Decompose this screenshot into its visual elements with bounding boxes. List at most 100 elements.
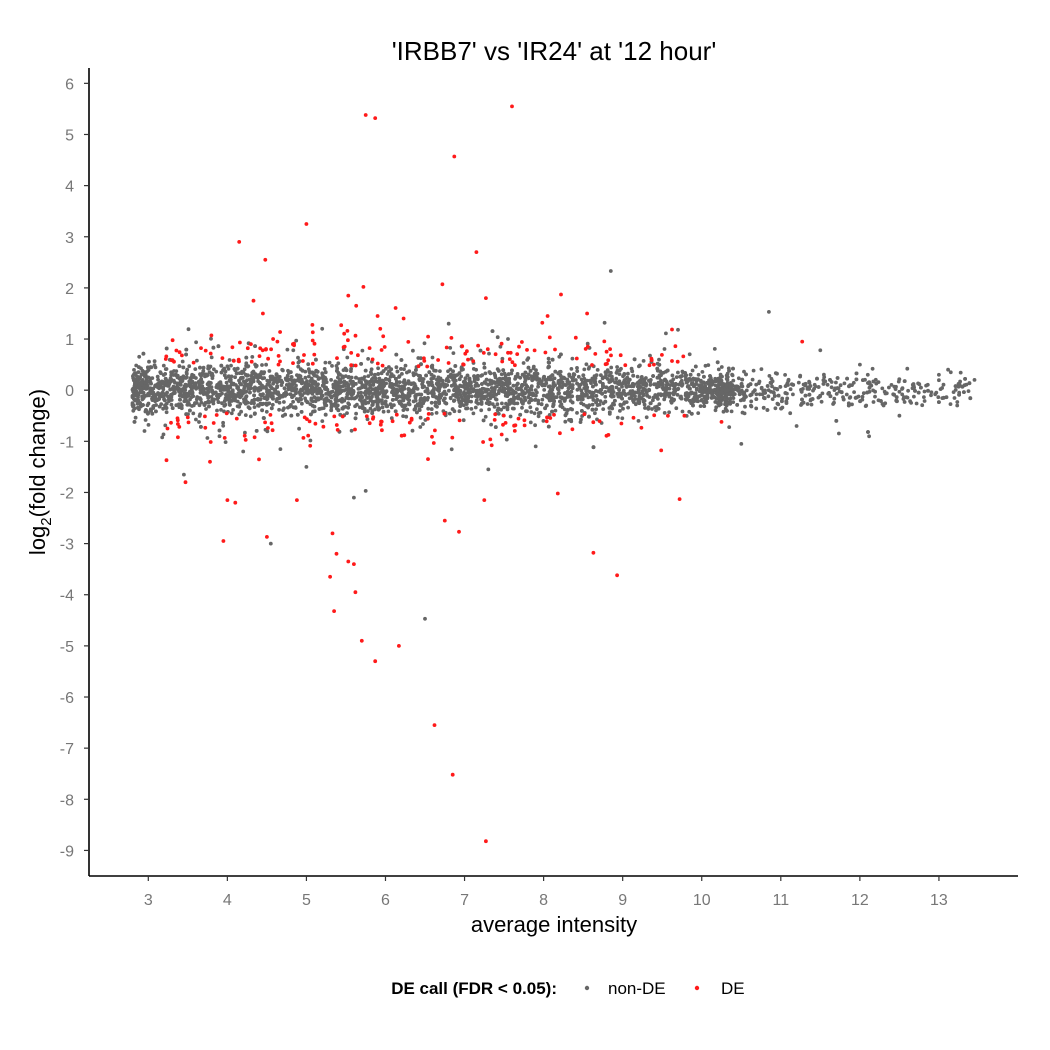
non-de-point xyxy=(657,373,662,378)
non-de-point xyxy=(422,341,427,346)
non-de-point xyxy=(631,393,636,397)
non-de-point xyxy=(948,402,953,406)
non-de-point xyxy=(897,377,902,382)
non-de-point xyxy=(822,372,826,377)
de-point xyxy=(378,326,383,331)
non-de-point xyxy=(294,338,299,343)
non-de-point xyxy=(430,355,435,360)
non-de-point xyxy=(324,380,329,384)
non-de-point xyxy=(718,401,723,406)
non-de-point xyxy=(180,359,185,364)
non-de-point xyxy=(596,389,601,394)
non-de-point xyxy=(770,397,775,401)
non-de-point xyxy=(328,394,333,398)
non-de-point xyxy=(174,369,179,373)
non-de-point xyxy=(360,348,365,353)
non-de-point xyxy=(688,378,693,382)
non-de-point xyxy=(948,370,953,375)
de-point xyxy=(220,356,225,360)
non-de-point xyxy=(889,383,894,387)
non-de-point xyxy=(658,369,663,374)
de-point xyxy=(585,311,589,316)
de-point xyxy=(349,351,354,355)
non-de-point xyxy=(429,364,434,369)
y-tick-label: -8 xyxy=(60,792,74,809)
de-point xyxy=(375,314,380,318)
non-de-point xyxy=(482,365,487,370)
non-de-point xyxy=(485,397,490,402)
de-point xyxy=(512,429,517,433)
non-de-point xyxy=(465,406,470,411)
de-point xyxy=(652,413,657,418)
non-de-point xyxy=(773,406,778,411)
non-de-point xyxy=(394,365,399,370)
non-de-point xyxy=(606,370,610,374)
non-de-point xyxy=(575,366,579,370)
non-de-point xyxy=(521,361,526,365)
non-de-point xyxy=(693,364,698,369)
non-de-point xyxy=(134,377,139,382)
non-de-point xyxy=(206,399,211,404)
non-de-point xyxy=(246,386,251,391)
de-point xyxy=(373,659,378,664)
de-point xyxy=(532,348,537,353)
non-de-point xyxy=(131,374,135,379)
non-de-point xyxy=(288,392,293,397)
non-de-point xyxy=(650,407,654,411)
non-de-point xyxy=(429,372,434,377)
non-de-point xyxy=(243,380,248,384)
legend-label-non-de: non-DE xyxy=(608,979,666,998)
non-de-point xyxy=(631,400,636,404)
non-de-point xyxy=(750,377,755,382)
de-point xyxy=(312,352,317,357)
non-de-point xyxy=(622,401,626,406)
non-de-point xyxy=(865,372,870,377)
non-de-point xyxy=(492,388,497,393)
non-de-point xyxy=(867,434,871,439)
de-point xyxy=(652,362,656,367)
non-de-point xyxy=(618,409,622,413)
non-de-point xyxy=(607,373,612,378)
non-de-point xyxy=(925,382,930,387)
non-de-point xyxy=(785,381,790,386)
de-point xyxy=(312,341,317,346)
non-de-point xyxy=(385,372,390,376)
de-point xyxy=(335,428,340,432)
non-de-point xyxy=(553,369,558,374)
non-de-point xyxy=(871,400,876,404)
non-de-point xyxy=(191,411,196,416)
non-de-point xyxy=(759,386,764,391)
non-de-point xyxy=(271,381,275,386)
non-de-point xyxy=(632,357,637,362)
non-de-point xyxy=(345,392,350,397)
non-de-point xyxy=(644,415,649,420)
non-de-point xyxy=(371,400,375,404)
non-de-point xyxy=(655,366,660,371)
non-de-point xyxy=(256,403,260,408)
non-de-point xyxy=(551,402,556,406)
non-de-point xyxy=(214,369,219,374)
non-de-point xyxy=(323,412,328,417)
non-de-point xyxy=(215,394,219,398)
non-de-point xyxy=(827,391,831,395)
non-de-point xyxy=(351,383,355,388)
non-de-point xyxy=(834,380,838,385)
non-de-point xyxy=(766,394,771,399)
non-de-point xyxy=(157,404,162,409)
non-de-point xyxy=(578,397,583,401)
de-point xyxy=(618,353,623,358)
non-de-point xyxy=(422,396,427,400)
non-de-point xyxy=(427,383,431,387)
non-de-point xyxy=(689,411,694,416)
non-de-point xyxy=(512,406,516,411)
non-de-point xyxy=(411,371,416,375)
non-de-point xyxy=(389,416,394,421)
non-de-point xyxy=(506,337,510,341)
non-de-point xyxy=(643,406,647,410)
non-de-point xyxy=(353,404,357,409)
non-de-point xyxy=(712,347,717,351)
non-de-point xyxy=(285,347,290,352)
non-de-point xyxy=(659,378,663,383)
non-de-point xyxy=(694,378,699,383)
non-de-point xyxy=(665,382,670,387)
